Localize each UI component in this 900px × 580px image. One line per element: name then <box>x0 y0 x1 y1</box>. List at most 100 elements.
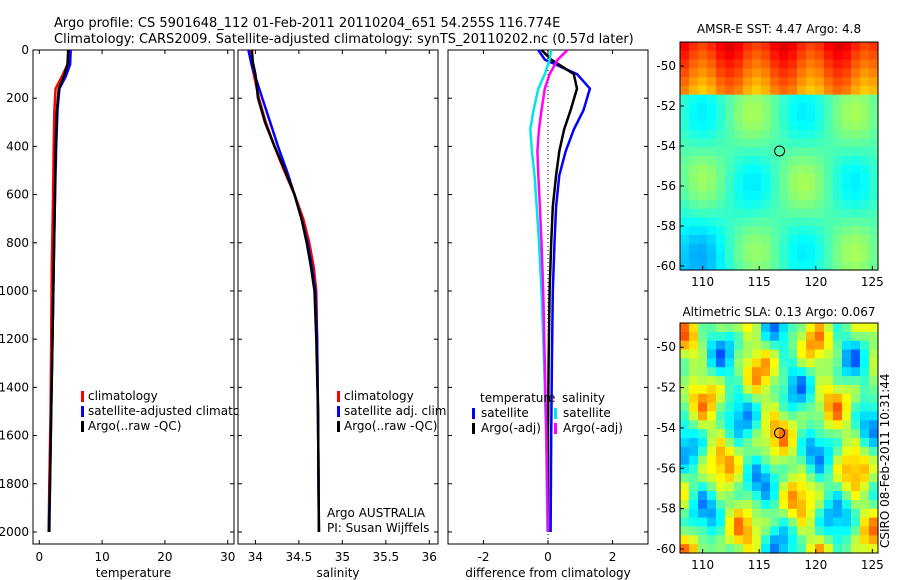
heatmap-cell <box>869 446 879 457</box>
heatmap-cell <box>770 191 780 201</box>
heatmap-cell <box>788 68 798 78</box>
heatmap-cell <box>743 50 753 61</box>
heatmap-cell <box>680 473 690 483</box>
heatmap-cell <box>707 112 717 122</box>
heatmap-cell <box>770 42 780 52</box>
heatmap-cell <box>698 103 708 113</box>
heatmap-cell <box>824 544 834 554</box>
heatmap-cell <box>824 191 834 201</box>
heatmap-cell <box>698 226 708 236</box>
heatmap-cell <box>761 482 771 492</box>
heatmap-cell <box>761 544 771 554</box>
heatmap-cell <box>806 191 816 201</box>
heatmap-cell <box>806 482 816 492</box>
heatmap-cell <box>725 226 735 236</box>
heatmap-cell <box>680 129 690 140</box>
heatmap-cell <box>833 173 843 183</box>
legend-swatch <box>472 408 475 419</box>
heatmap-cell <box>770 112 780 122</box>
heatmap-cell <box>770 156 780 166</box>
heatmap-cell <box>698 411 708 421</box>
y-tick-label: -56 <box>656 461 676 475</box>
heatmap-cell <box>680 85 690 96</box>
heatmap-cell <box>707 402 717 413</box>
heatmap-cell <box>869 499 879 510</box>
heatmap-cell <box>788 50 798 61</box>
heatmap-cell <box>689 243 699 254</box>
heatmap-cell <box>752 464 762 474</box>
heatmap-cell <box>725 243 735 254</box>
heatmap-cell <box>689 499 699 510</box>
heatmap-cell <box>707 367 717 377</box>
heatmap-cell <box>761 182 771 192</box>
heatmap-cell <box>851 420 861 430</box>
heatmap-cell <box>824 85 834 96</box>
heatmap-cell <box>707 50 717 61</box>
heatmap-cell <box>779 129 789 140</box>
heatmap-cell <box>824 358 834 368</box>
heatmap-cell <box>734 199 744 210</box>
heatmap-cell <box>680 112 690 122</box>
heatmap-cell <box>770 164 780 175</box>
heatmap-cell <box>761 464 771 474</box>
heatmap-cell <box>860 367 870 377</box>
heatmap-cell <box>869 420 879 430</box>
heatmap-cell <box>698 393 708 404</box>
heatmap-cell <box>761 526 771 536</box>
series-line-temperature-argo-adj- <box>540 49 579 532</box>
heatmap-cell <box>842 138 852 148</box>
heatmap-cell <box>707 429 717 439</box>
heatmap-cell <box>851 226 861 236</box>
heatmap-cell <box>689 349 699 359</box>
heatmap-cell <box>779 420 789 430</box>
heatmap-cell <box>797 323 807 333</box>
heatmap-cell <box>725 384 735 395</box>
heatmap-cell <box>824 491 834 501</box>
heatmap-cell <box>779 252 789 262</box>
heatmap-cell <box>725 411 735 421</box>
heatmap-cell <box>833 199 843 210</box>
heatmap-cell <box>842 191 852 201</box>
y-tick-label: -50 <box>656 340 676 354</box>
heatmap-cell <box>824 42 834 52</box>
heatmap-cell <box>806 234 816 245</box>
heatmap-cell <box>824 208 834 218</box>
heatmap-cell <box>752 208 762 218</box>
heatmap-cell <box>707 464 717 474</box>
heatmap-cell <box>788 438 798 448</box>
heatmap-cell <box>842 156 852 166</box>
heatmap-cell <box>860 261 870 271</box>
heatmap-cell <box>707 420 717 430</box>
heatmap-cell <box>815 217 825 227</box>
heatmap-cell <box>734 517 744 528</box>
heatmap-cell <box>734 68 744 78</box>
heatmap-cell <box>743 526 753 536</box>
heatmap-cell <box>761 156 771 166</box>
heatmap-cell <box>797 376 807 386</box>
heatmap-cell <box>680 367 690 377</box>
heatmap-cell <box>806 446 816 457</box>
heatmap-cell <box>833 182 843 192</box>
heatmap-cell <box>806 199 816 210</box>
heatmap-cell <box>752 103 762 113</box>
heatmap-cell <box>806 384 816 395</box>
heatmap-cell <box>752 138 762 148</box>
heatmap-cell <box>752 147 762 157</box>
heatmap-cell <box>815 517 825 528</box>
heatmap-cell <box>833 464 843 474</box>
heatmap-cell <box>833 323 843 333</box>
heatmap-cell <box>851 491 861 501</box>
heatmap-cell <box>707 252 717 262</box>
heatmap-cell <box>716 411 726 421</box>
heatmap-cell <box>806 358 816 368</box>
heatmap-cell <box>680 252 690 262</box>
heatmap-cell <box>689 517 699 528</box>
heatmap-cell <box>752 482 762 492</box>
heatmap-cell <box>770 376 780 386</box>
heatmap-cell <box>761 77 771 87</box>
heatmap-cell <box>734 438 744 448</box>
heatmap-cell <box>869 349 879 359</box>
heatmap-cell <box>743 173 753 183</box>
heatmap-cell <box>707 217 717 227</box>
heatmap-cell <box>743 234 753 245</box>
